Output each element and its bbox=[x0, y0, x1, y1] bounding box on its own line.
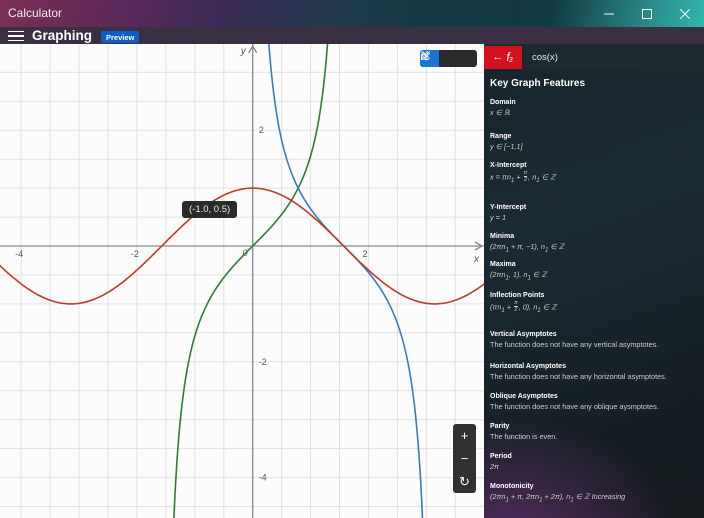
svg-text:-2: -2 bbox=[131, 249, 139, 259]
svg-text:-4: -4 bbox=[259, 473, 267, 483]
svg-text:2: 2 bbox=[363, 249, 368, 259]
svg-text:y: y bbox=[240, 46, 247, 57]
svg-text:-2: -2 bbox=[259, 357, 267, 367]
svg-text:x: x bbox=[473, 254, 480, 265]
svg-text:0: 0 bbox=[243, 248, 248, 258]
svg-text:2: 2 bbox=[259, 125, 264, 135]
svg-text:-4: -4 bbox=[15, 249, 23, 259]
